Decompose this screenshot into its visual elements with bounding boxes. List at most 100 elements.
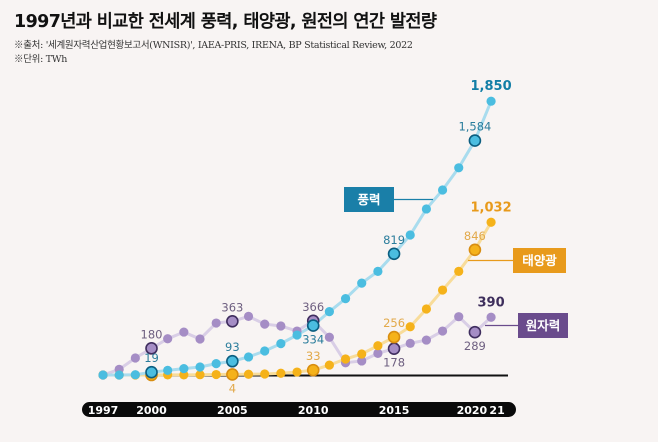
wind-data-label: 1,584: [458, 120, 491, 134]
wind-data-label: 334: [302, 333, 324, 347]
unit-note: ※단위: TWh: [14, 54, 68, 65]
wind-data-point: [260, 346, 270, 356]
nuclear-data-label: 289: [464, 339, 486, 353]
wind-data-point: [357, 278, 367, 288]
wind-data-label: 93: [225, 340, 240, 354]
x-tick-label: 2010: [298, 404, 329, 417]
nuclear-data-label: 390: [478, 295, 505, 310]
wind-data-point: [405, 230, 415, 240]
nuclear-data-point: [405, 338, 415, 348]
solar-data-point: [373, 341, 383, 351]
wind-data-point: [421, 204, 431, 214]
nuclear-data-point: [437, 326, 448, 336]
solar-legend-label: 태양광: [522, 253, 557, 268]
chart-title: 1997년과 비교한 전세계 풍력, 태양광, 원전의 연간 발전량: [14, 12, 437, 32]
solar-data-point: [195, 370, 205, 380]
x-tick-label: 1997: [88, 404, 119, 417]
solar-data-point: [357, 349, 367, 359]
source-note: ※출처: '세계원자력산업현황보고서(WNISR)', IAEA-PRIS, I…: [14, 40, 413, 51]
nuclear-data-label: 366: [302, 300, 324, 314]
wind-legend-box: [344, 187, 394, 212]
wind-data-point: [145, 365, 158, 379]
solar-data-point: [454, 266, 464, 276]
x-tick-label: 2020: [457, 404, 488, 417]
wind-data-point: [211, 359, 221, 369]
wind-data-point: [179, 364, 189, 374]
wind-data-point: [195, 362, 205, 372]
wind-data-label: 819: [383, 233, 405, 247]
wind-data-point: [292, 330, 302, 340]
x-tick-label: 21: [489, 404, 504, 417]
solar-data-point: [243, 369, 254, 379]
wind-data-point: [226, 354, 239, 368]
nuclear-data-point: [276, 321, 286, 331]
solar-data-point: [421, 304, 431, 314]
nuclear-data-label: 178: [383, 356, 405, 370]
wind-data-point: [114, 370, 124, 380]
nuclear-data-point: [130, 353, 140, 363]
nuclear-data-point: [226, 314, 239, 328]
solar-data-point: [437, 285, 448, 295]
x-tick-label: 2000: [136, 404, 167, 417]
nuclear-data-point: [454, 312, 464, 322]
nuclear-data-point: [421, 335, 431, 345]
nuclear-data-point: [145, 342, 158, 355]
wind-data-label: 1,850: [471, 79, 512, 94]
wind-data-point: [387, 247, 401, 261]
solar-data-point: [324, 360, 334, 370]
solar-data-label: 1,032: [471, 200, 512, 215]
nuclear-legend-label: 원자력: [526, 318, 561, 333]
nuclear-data-point: [373, 348, 383, 358]
wind-data-point: [437, 185, 448, 195]
wind-data-label: 19: [144, 351, 159, 365]
nuclear-series-line: [102, 314, 493, 377]
solar-data-point: [276, 368, 286, 378]
nuclear-data-point: [195, 334, 205, 344]
nuclear-legend-box: [518, 313, 568, 338]
nuclear-data-point: [324, 332, 334, 342]
solar-data-point: [226, 368, 239, 381]
solar-data-point: [211, 369, 221, 380]
nuclear-data-point: [163, 334, 173, 344]
wind-data-point: [468, 134, 482, 147]
solar-data-point: [292, 367, 302, 377]
solar-data-point: [486, 217, 496, 227]
wind-legend-label: 풍력: [357, 192, 380, 207]
solar-data-label: 4: [229, 381, 236, 395]
wind-data-point: [454, 163, 464, 173]
wind-data-point: [276, 339, 286, 349]
solar-data-label: 33: [306, 349, 321, 363]
wind-data-point: [306, 319, 320, 332]
wind-data-point: [98, 370, 108, 380]
wind-data-point: [340, 294, 351, 304]
wind-data-point: [373, 266, 383, 276]
solar-data-point: [405, 322, 415, 332]
nuclear-data-point: [387, 342, 401, 355]
nuclear-data-point: [357, 356, 367, 366]
wind-data-point: [163, 365, 173, 376]
nuclear-data-point: [211, 318, 221, 328]
wind-data-point: [243, 352, 254, 362]
nuclear-data-point: [260, 319, 270, 329]
solar-data-point: [260, 369, 270, 379]
solar-data-label: 256: [383, 316, 405, 330]
nuclear-data-label: 180: [141, 327, 163, 341]
nuclear-data-label: 363: [221, 300, 243, 314]
solar-data-point: [387, 330, 401, 344]
solar-data-point: [340, 354, 351, 364]
solar-series-line: [103, 221, 493, 377]
nuclear-data-point: [243, 311, 254, 321]
x-axis-bar: [82, 402, 516, 417]
nuclear-data-point: [486, 312, 496, 322]
wind-data-point: [324, 307, 334, 317]
nuclear-data-point: [468, 325, 482, 339]
solar-legend-box: [513, 248, 566, 273]
nuclear-data-point: [179, 327, 189, 337]
x-tick-label: 2005: [217, 404, 248, 417]
solar-data-point: [306, 363, 320, 377]
solar-data-point: [468, 243, 482, 257]
solar-data-label: 846: [464, 229, 486, 243]
x-tick-label: 2015: [379, 404, 410, 417]
wind-data-point: [486, 96, 496, 106]
